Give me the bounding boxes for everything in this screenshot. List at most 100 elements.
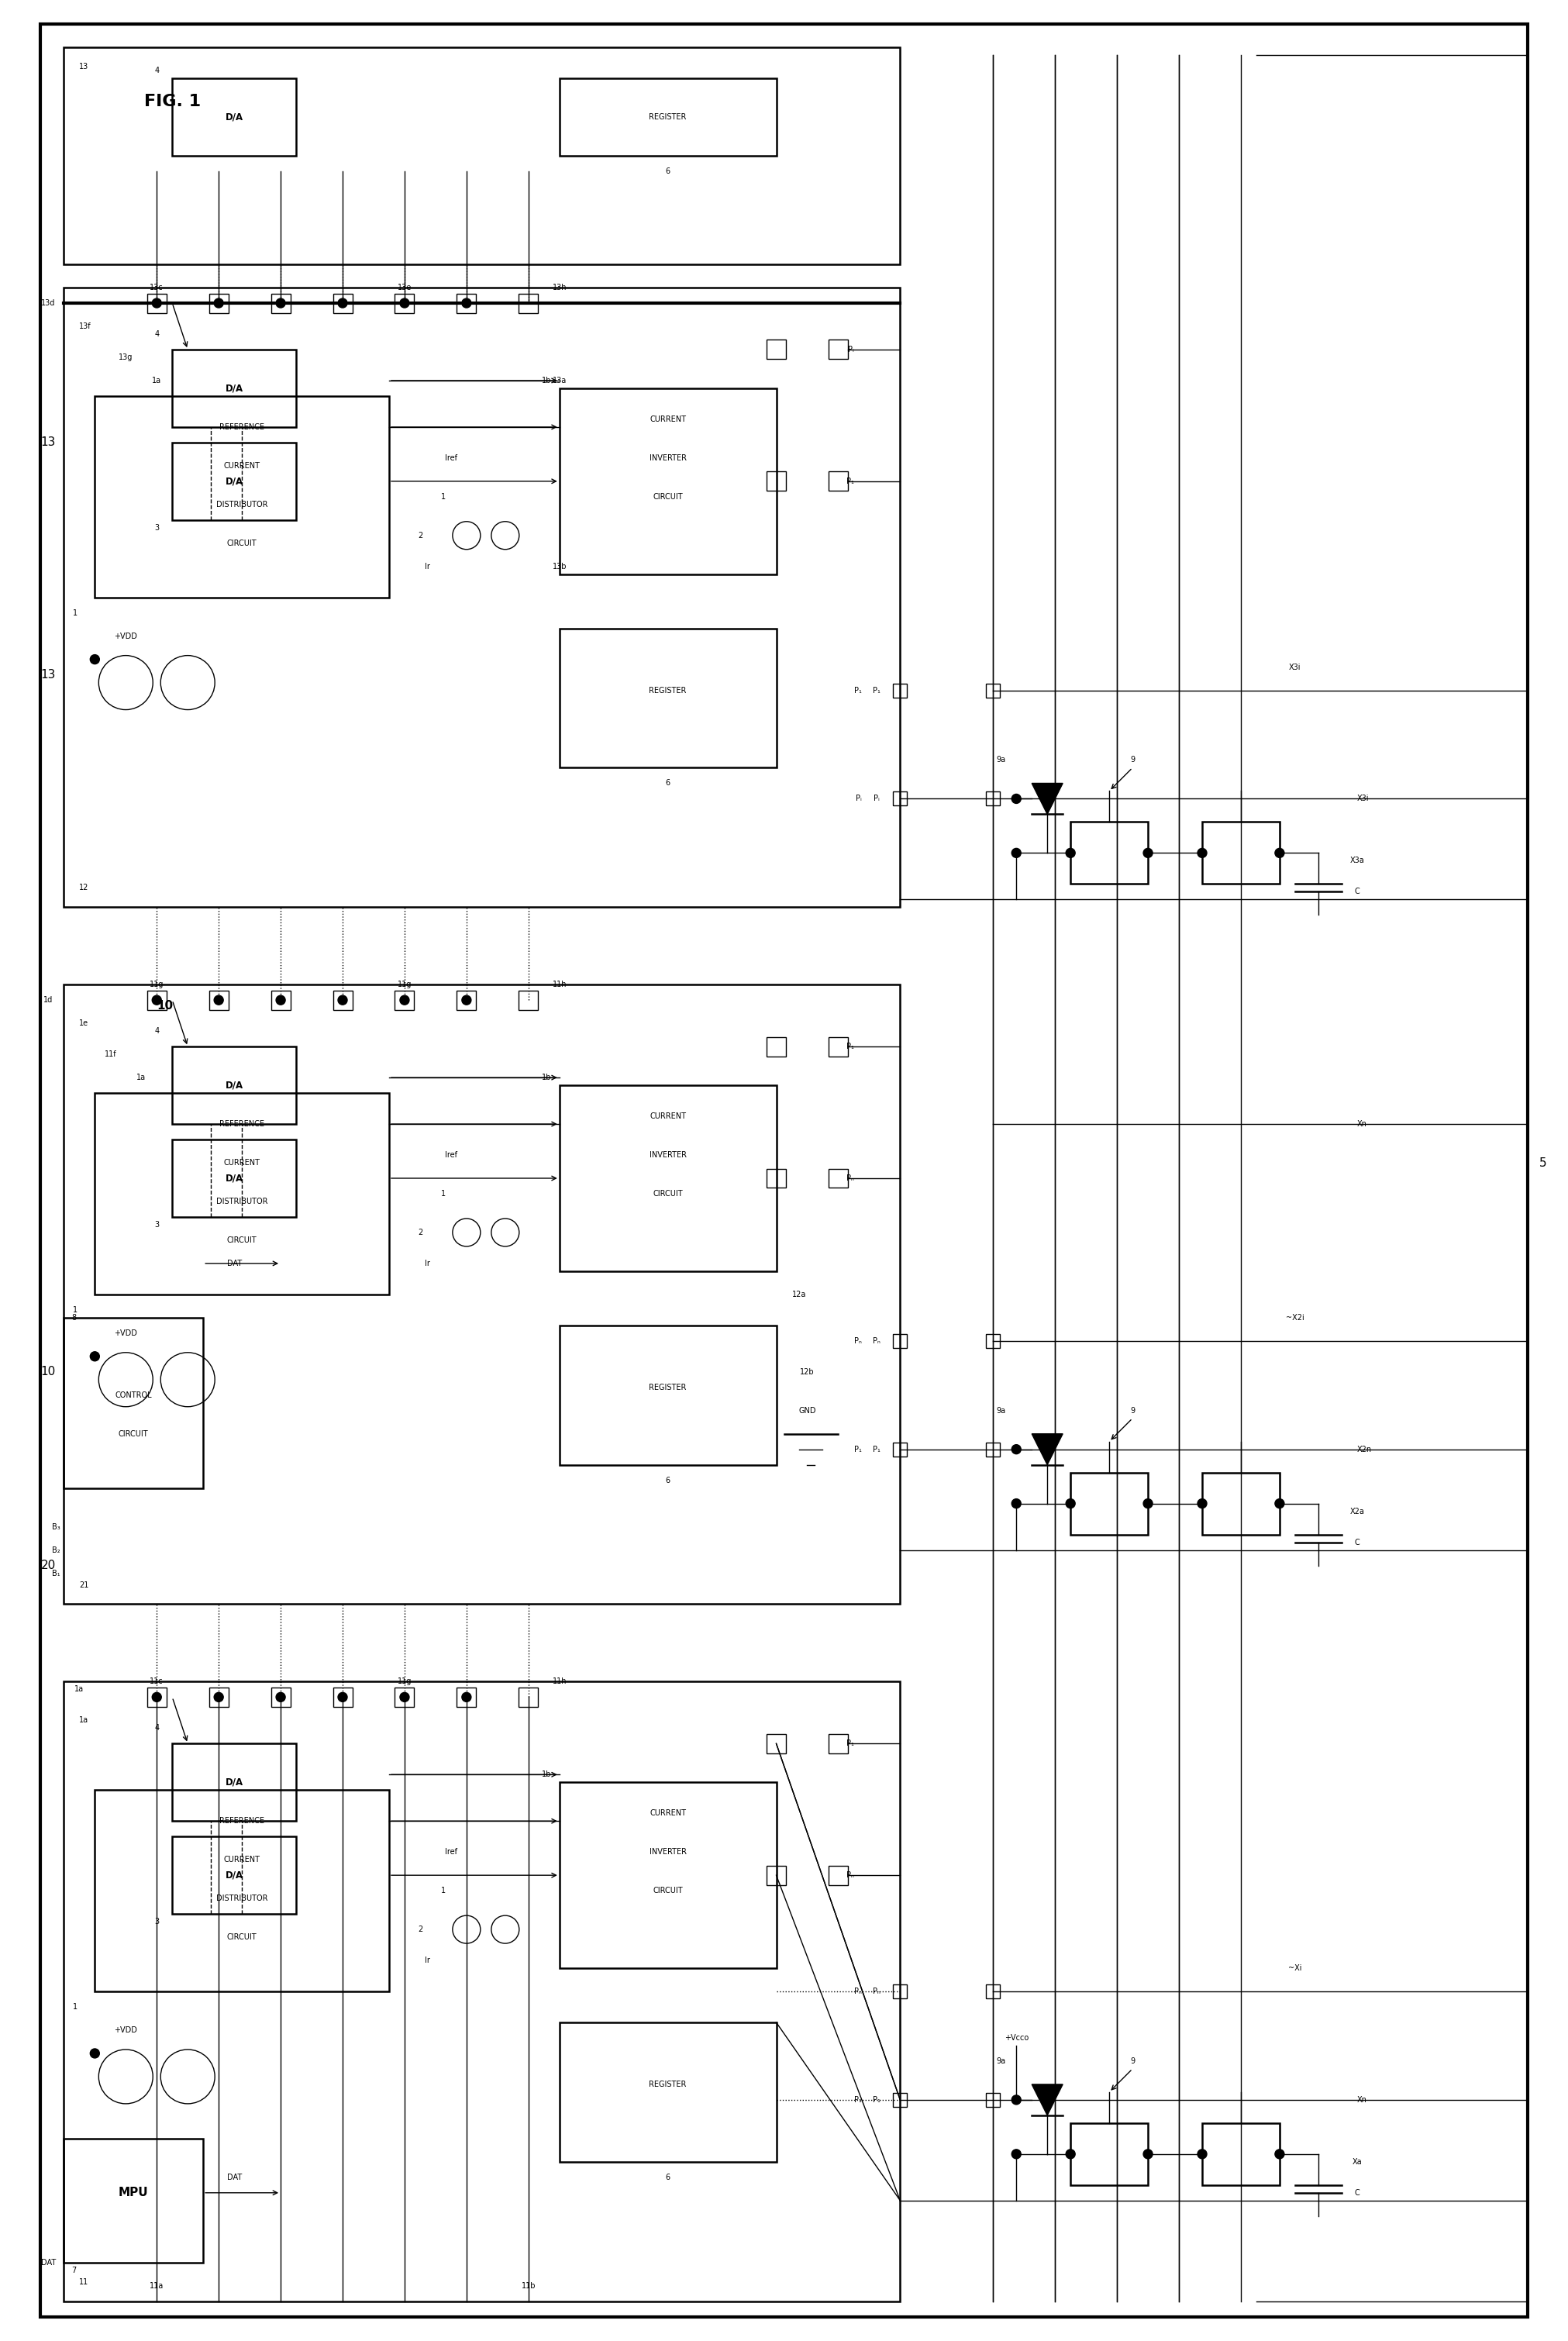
Text: 1a: 1a — [136, 1075, 146, 1082]
Bar — [395, 293, 414, 314]
Bar — [767, 1735, 786, 1753]
Text: X3a: X3a — [1350, 857, 1364, 864]
Text: B₃: B₃ — [52, 1524, 60, 1531]
Text: 5: 5 — [1540, 1156, 1546, 1168]
Text: 2: 2 — [417, 1927, 422, 1934]
Text: 1: 1 — [441, 1887, 445, 1894]
Text: 2: 2 — [417, 531, 422, 538]
Bar — [1203, 1472, 1279, 1533]
Text: 9a: 9a — [996, 756, 1005, 763]
Circle shape — [215, 995, 223, 1004]
Bar — [828, 1168, 848, 1187]
Text: CURRENT: CURRENT — [649, 1810, 687, 1817]
Bar — [64, 2140, 204, 2261]
Circle shape — [215, 297, 223, 307]
Text: D/A: D/A — [226, 475, 243, 487]
Text: ~X2i: ~X2i — [1286, 1313, 1305, 1323]
Text: 8: 8 — [72, 1313, 77, 1323]
Text: P₁: P₁ — [847, 1042, 853, 1051]
Text: CIRCUIT: CIRCUIT — [119, 1430, 149, 1437]
Text: Xn: Xn — [1356, 1119, 1367, 1128]
Text: P₁: P₁ — [847, 1739, 853, 1746]
Text: X2n: X2n — [1356, 1444, 1372, 1454]
Text: 11b: 11b — [521, 2282, 536, 2289]
Text: Xa: Xa — [1352, 2158, 1363, 2165]
Bar — [828, 1735, 848, 1753]
Text: 20: 20 — [41, 1559, 56, 1571]
Text: Pₙ: Pₙ — [873, 1337, 881, 1344]
Bar — [986, 684, 1000, 698]
Circle shape — [1066, 847, 1076, 857]
Circle shape — [1011, 794, 1021, 803]
Bar — [94, 1093, 389, 1295]
Text: 11h: 11h — [552, 1678, 566, 1686]
Text: REFERENCE: REFERENCE — [220, 1119, 265, 1128]
Text: DISTRIBUTOR: DISTRIBUTOR — [216, 1894, 268, 1903]
Text: 10: 10 — [157, 1000, 172, 1011]
Text: X3i: X3i — [1356, 796, 1369, 803]
Text: 13c: 13c — [151, 283, 163, 293]
Circle shape — [1011, 847, 1021, 857]
Text: REGISTER: REGISTER — [649, 686, 687, 695]
Text: 3: 3 — [154, 1222, 158, 1229]
Bar — [395, 990, 414, 1009]
Text: 11a: 11a — [149, 2282, 163, 2289]
Text: 12a: 12a — [792, 1290, 806, 1299]
Bar — [986, 2093, 1000, 2107]
Text: 1a: 1a — [80, 1716, 89, 1725]
Bar — [560, 80, 776, 157]
Text: CURRENT: CURRENT — [649, 414, 687, 424]
Bar — [172, 1838, 296, 1915]
Bar — [1071, 822, 1148, 885]
Circle shape — [400, 297, 409, 307]
Bar — [560, 627, 776, 768]
Bar — [1203, 2123, 1279, 2184]
Text: 11g: 11g — [397, 1678, 412, 1686]
Bar — [894, 684, 908, 698]
Text: P₁: P₁ — [873, 686, 881, 695]
Bar — [172, 1046, 296, 1124]
Bar — [894, 791, 908, 805]
Circle shape — [1066, 2149, 1076, 2158]
Bar — [1071, 1472, 1148, 1533]
Bar — [332, 1688, 353, 1707]
Circle shape — [91, 2048, 99, 2058]
Text: P₁: P₁ — [873, 1444, 881, 1454]
Text: D/A: D/A — [226, 1870, 243, 1880]
Text: +VDD: +VDD — [114, 2027, 138, 2034]
Text: Pₙ: Pₙ — [847, 1175, 853, 1182]
Text: 2: 2 — [417, 1229, 422, 1236]
Text: Pₙ: Pₙ — [847, 1870, 853, 1880]
Bar — [395, 1688, 414, 1707]
Bar — [894, 1442, 908, 1456]
Text: 7: 7 — [72, 2266, 77, 2273]
Text: CIRCUIT: CIRCUIT — [227, 1934, 257, 1941]
Bar — [767, 471, 786, 492]
Text: REFERENCE: REFERENCE — [220, 424, 265, 431]
Circle shape — [276, 1693, 285, 1702]
Text: 12b: 12b — [800, 1367, 814, 1377]
Circle shape — [1011, 1498, 1021, 1508]
Text: 1a: 1a — [75, 1686, 85, 1693]
Circle shape — [463, 1693, 470, 1702]
Text: 1b: 1b — [543, 1075, 552, 1082]
Text: Ir: Ir — [425, 1957, 431, 1964]
Text: 13: 13 — [80, 63, 89, 70]
Text: 13d: 13d — [41, 300, 55, 307]
Text: X2a: X2a — [1350, 1508, 1364, 1515]
Text: 11: 11 — [80, 2278, 89, 2285]
Text: MPU: MPU — [119, 2186, 149, 2198]
Text: B₁: B₁ — [52, 1568, 60, 1578]
Text: REGISTER: REGISTER — [649, 1384, 687, 1391]
Text: 6: 6 — [665, 1477, 670, 1484]
Circle shape — [339, 995, 347, 1004]
Bar — [828, 1866, 848, 1885]
Bar — [64, 986, 900, 1604]
Circle shape — [400, 995, 409, 1004]
Text: 1: 1 — [441, 1189, 445, 1199]
Bar — [560, 1782, 776, 1969]
Text: Ir: Ir — [425, 1259, 431, 1266]
Text: D/A: D/A — [226, 112, 243, 122]
Bar — [894, 1334, 908, 1348]
Bar — [828, 1037, 848, 1056]
